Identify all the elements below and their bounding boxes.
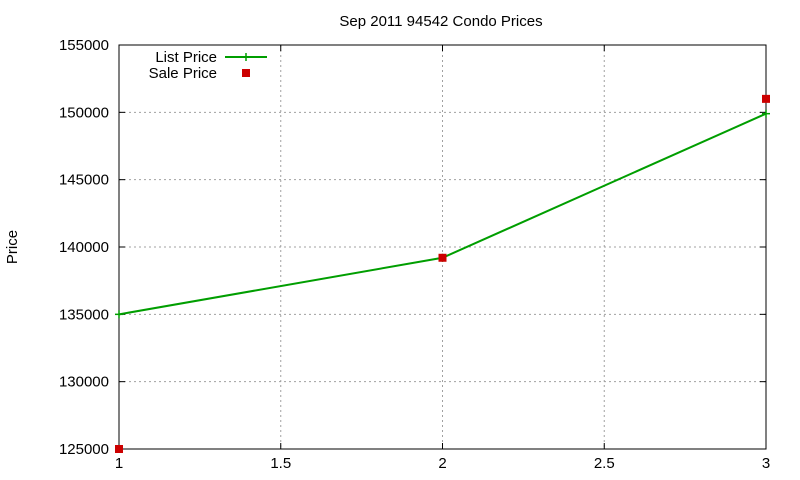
sale-price-point [438, 253, 447, 262]
y-tick-label: 140000 [59, 239, 109, 256]
list-price-line [118, 112, 767, 316]
legend-swatch-marker [242, 69, 250, 77]
y-tick-label: 145000 [59, 172, 109, 189]
legend-label: List Price [155, 49, 217, 66]
sale-price-point [762, 94, 770, 103]
y-axis-label: Price [4, 230, 21, 264]
ticks: 1 1.5 2 2.5 3 125000 130000 135000 140000 145000 1… [59, 37, 770, 472]
grid [119, 45, 766, 449]
chart-title: Sep 2011 94542 Condo Prices [339, 13, 542, 30]
y-tick-label: 155000 [59, 37, 109, 54]
x-tick-label: 2.5 [594, 455, 615, 472]
sale-price-point [115, 445, 123, 453]
x-tick-label: 2 [438, 455, 446, 472]
x-tick-label: 1 [115, 455, 123, 472]
legend-swatch-marker [242, 53, 250, 61]
legend-label: Sale Price [149, 65, 217, 82]
list-price-point [762, 109, 770, 118]
list-price-point [115, 310, 123, 319]
y-tick-label: 135000 [59, 306, 109, 323]
y-tick-label: 150000 [59, 104, 109, 121]
y-tick-label: 125000 [59, 441, 109, 458]
y-tick-label: 130000 [59, 374, 109, 391]
x-tick-label: 1.5 [270, 455, 291, 472]
x-tick-label: 3 [762, 455, 770, 472]
series [115, 94, 770, 453]
